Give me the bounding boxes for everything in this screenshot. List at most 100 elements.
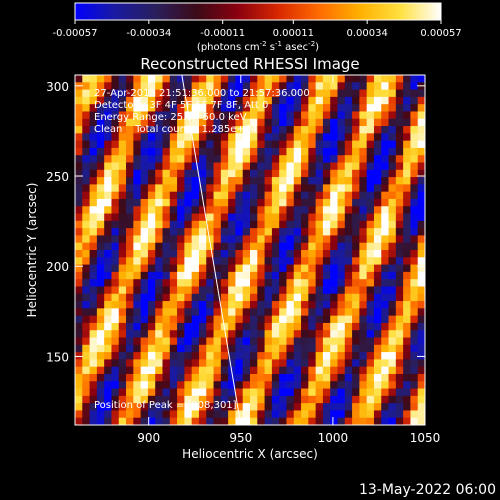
heatmap-cell: [286, 89, 295, 98]
heatmap-cell: [177, 206, 185, 215]
heatmap-cell: [206, 126, 215, 134]
heatmap-cell: [330, 96, 339, 105]
heatmap-cell: [162, 111, 171, 120]
heatmap-cell: [147, 184, 156, 193]
heatmap-cell: [388, 344, 397, 353]
heatmap-cell: [96, 381, 105, 390]
heatmap-cell: [206, 373, 215, 382]
heatmap-cell: [417, 395, 425, 404]
heatmap-cell: [417, 257, 425, 266]
heatmap-cell: [388, 250, 397, 258]
heatmap-cell: [366, 75, 375, 83]
heatmap-cell: [366, 322, 375, 331]
heatmap-cell: [388, 228, 397, 237]
heatmap-cell: [104, 89, 113, 98]
heatmap-cell: [388, 257, 397, 266]
heatmap-cell: [155, 315, 164, 324]
heatmap-cell: [191, 410, 200, 419]
heatmap-cell: [279, 126, 288, 134]
heatmap-cell: [395, 366, 404, 375]
heatmap-cell: [359, 104, 368, 113]
heatmap-cell: [352, 111, 360, 120]
heatmap-cell: [403, 279, 412, 288]
heatmap-cell: [388, 381, 397, 390]
heatmap-cell: [75, 155, 83, 164]
heatmap-cell: [242, 242, 251, 251]
heatmap-cell: [344, 417, 353, 425]
heatmap-cell: [162, 301, 171, 309]
heatmap-cell: [417, 330, 425, 339]
heatmap-cell: [147, 359, 156, 368]
heatmap-cell: [279, 75, 288, 83]
heatmap-cell: [198, 162, 207, 171]
heatmap-cell: [250, 359, 258, 368]
heatmap-cell: [250, 279, 258, 288]
heatmap-cell: [75, 133, 83, 142]
heatmap-cell: [213, 198, 222, 207]
heatmap-cell: [155, 228, 164, 237]
heatmap-cell: [169, 155, 178, 164]
heatmap-cell: [308, 410, 317, 419]
heatmap-cell: [373, 366, 382, 375]
heatmap-cell: [417, 213, 425, 222]
heatmap-cell: [271, 228, 280, 237]
heatmap-cell: [140, 75, 149, 83]
heatmap-cell: [169, 220, 178, 229]
heatmap-cell: [104, 111, 113, 120]
heatmap-cell: [104, 235, 113, 244]
heatmap-cell: [301, 410, 309, 419]
heatmap-cell: [301, 133, 309, 142]
heatmap-cell: [118, 111, 127, 120]
heatmap-cell: [271, 381, 280, 390]
heatmap-cell: [250, 344, 258, 353]
heatmap-cell: [213, 330, 222, 339]
heatmap-cell: [140, 206, 149, 215]
heatmap-cell: [169, 82, 178, 91]
heatmap-cell: [315, 82, 324, 91]
heatmap-cell: [308, 322, 317, 331]
heatmap-cell: [293, 104, 302, 113]
heatmap-cell: [213, 344, 222, 353]
heatmap-cell: [191, 330, 200, 339]
heatmap-cell: [89, 381, 98, 390]
heatmap-cell: [126, 220, 134, 229]
heatmap-cell: [177, 395, 185, 404]
heatmap-cell: [359, 140, 368, 149]
heatmap-cell: [352, 75, 360, 83]
heatmap-cell: [111, 395, 120, 404]
heatmap-cell: [337, 75, 346, 83]
heatmap-cell: [286, 352, 295, 360]
heatmap-cell: [330, 410, 339, 419]
heatmap-cell: [162, 395, 171, 404]
heatmap-cell: [388, 264, 397, 273]
heatmap-cell: [198, 75, 207, 83]
heatmap-cell: [184, 118, 193, 127]
heatmap-cell: [315, 206, 324, 215]
heatmap-cell: [126, 242, 134, 251]
heatmap-cell: [177, 271, 185, 280]
heatmap-cell: [213, 417, 222, 425]
heatmap-cell: [96, 366, 105, 375]
heatmap-cell: [206, 213, 215, 222]
heatmap-cell: [147, 133, 156, 142]
heatmap-cell: [220, 96, 229, 105]
heatmap-cell: [213, 279, 222, 288]
heatmap-cell: [126, 140, 134, 149]
heatmap-cell: [417, 373, 425, 382]
heatmap-cell: [220, 155, 229, 164]
heatmap-cell: [82, 337, 91, 346]
heatmap-cell: [373, 322, 382, 331]
heatmap-cell: [373, 286, 382, 295]
heatmap-cell: [308, 403, 317, 412]
heatmap-cell: [293, 257, 302, 266]
heatmap-cell: [104, 264, 113, 273]
heatmap-cell: [366, 96, 375, 105]
heatmap-cell: [395, 162, 404, 171]
heatmap-cell: [177, 89, 185, 98]
heatmap-cell: [118, 417, 127, 425]
heatmap-cell: [388, 133, 397, 142]
heatmap-cell: [111, 308, 120, 317]
heatmap-cell: [184, 352, 193, 360]
heatmap-cell: [147, 279, 156, 288]
heatmap-cell: [177, 242, 185, 251]
